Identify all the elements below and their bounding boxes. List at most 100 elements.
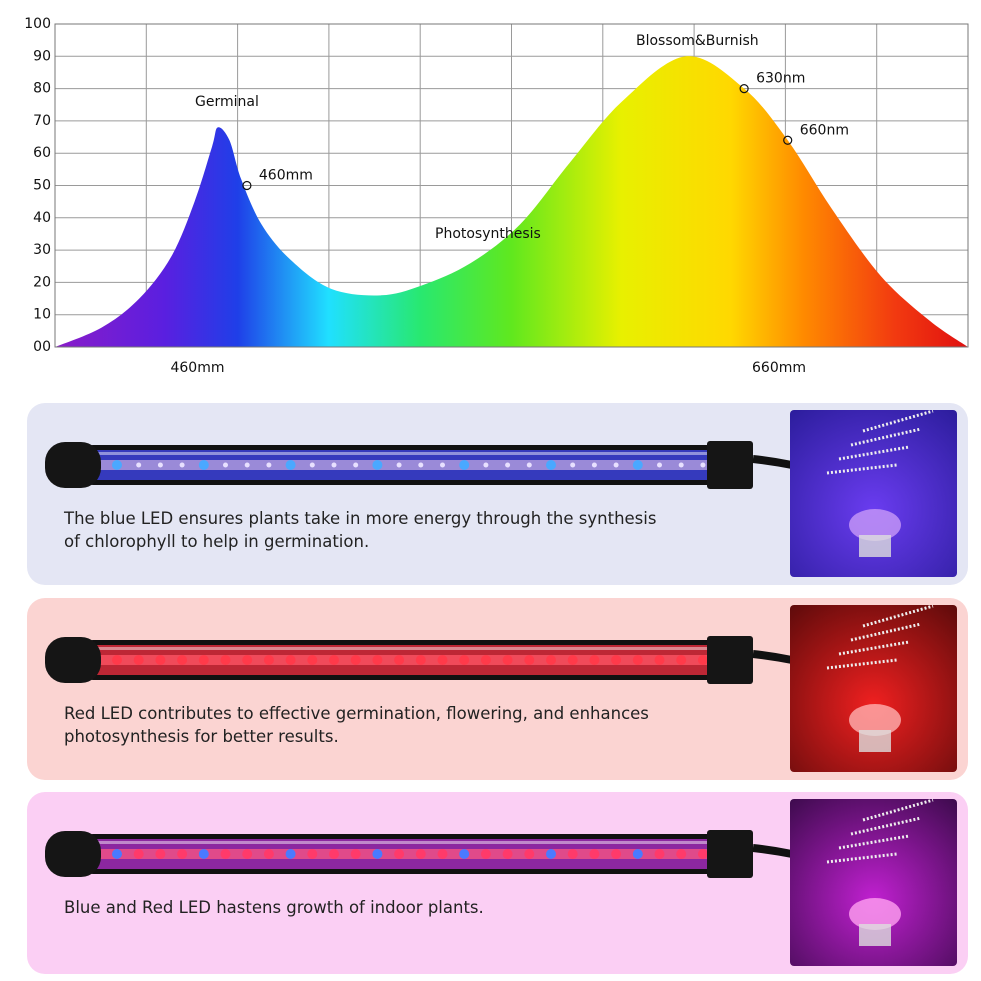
led <box>307 849 318 859</box>
led <box>418 462 424 468</box>
led <box>350 849 361 859</box>
photo-plant <box>849 898 901 930</box>
led <box>372 655 383 665</box>
led <box>697 849 708 859</box>
led <box>242 849 253 859</box>
spectrum-chart: 00 10 20 30 40 50 60 70 80 90 100 460mm 660mm 460mm 63… <box>24 16 969 376</box>
blue-panel: The blue LED ensures plants take in more… <box>27 403 968 585</box>
gooseneck <box>752 455 793 469</box>
led <box>570 462 576 468</box>
photo-plant <box>849 704 901 736</box>
led <box>546 849 556 859</box>
led <box>223 462 228 468</box>
led <box>220 655 231 665</box>
led <box>263 655 274 665</box>
led <box>220 849 231 859</box>
photo-pot <box>859 730 891 752</box>
led <box>437 849 448 859</box>
x-tick-label: 460mm <box>170 360 224 376</box>
led <box>524 849 535 859</box>
led <box>157 462 163 468</box>
led <box>589 849 600 859</box>
led <box>415 849 426 859</box>
led <box>678 462 684 468</box>
y-tick-label: 00 <box>33 339 51 355</box>
y-tick-label: 70 <box>33 113 51 129</box>
led <box>136 462 142 468</box>
red-panel: Red LED contributes to effective germina… <box>27 598 968 780</box>
led <box>396 462 402 468</box>
led <box>112 655 122 665</box>
led <box>198 849 209 859</box>
led <box>459 655 470 665</box>
led <box>526 462 532 468</box>
led <box>415 655 426 665</box>
y-tick-label: 60 <box>33 145 51 161</box>
y-tick-label: 100 <box>24 16 51 32</box>
led <box>632 655 643 665</box>
led <box>285 655 296 665</box>
led <box>700 462 706 468</box>
panel-art <box>45 604 957 772</box>
end-cap-left <box>45 831 101 877</box>
led <box>657 462 662 468</box>
led <box>524 655 535 665</box>
led <box>459 460 470 470</box>
led <box>676 655 687 665</box>
annotation: Photosynthesis <box>435 226 541 242</box>
led <box>155 849 166 859</box>
led <box>546 460 556 470</box>
marker-label: 660nm <box>800 122 849 138</box>
annotation: Blossom&Burnish <box>636 33 759 49</box>
product-photo <box>790 799 957 966</box>
mixed-panel: Blue and Red LED hastens growth of indoo… <box>27 792 968 974</box>
end-cap-right <box>707 441 753 489</box>
led <box>483 462 489 468</box>
product-photo <box>790 410 957 577</box>
led <box>611 849 622 859</box>
photo-pot <box>859 535 891 557</box>
led <box>611 655 622 665</box>
led <box>198 655 209 665</box>
led <box>505 462 511 468</box>
product-photo <box>790 605 957 772</box>
led <box>480 849 491 859</box>
led <box>177 655 188 665</box>
end-cap-left <box>45 637 101 683</box>
led <box>589 655 600 665</box>
gooseneck <box>752 844 793 858</box>
led <box>632 460 643 470</box>
led <box>285 849 296 859</box>
y-tick-label: 50 <box>33 178 51 194</box>
led <box>567 655 578 665</box>
photo-light-bar <box>862 798 934 822</box>
led <box>155 655 166 665</box>
led <box>676 849 687 859</box>
y-tick-label: 40 <box>33 210 51 226</box>
marker <box>739 83 749 94</box>
panel-text: The blue LED ensures plants take in more… <box>64 509 657 551</box>
marker-label: 460mm <box>259 168 313 184</box>
led <box>567 849 578 859</box>
led-highlight <box>97 647 707 650</box>
led <box>263 849 274 859</box>
led <box>112 460 122 470</box>
end-cap-right <box>707 830 753 878</box>
y-tick-label: 90 <box>33 48 51 64</box>
marker-label: 630nm <box>756 71 805 87</box>
led <box>591 462 597 468</box>
led <box>480 655 491 665</box>
y-tick-label: 10 <box>33 307 51 323</box>
led <box>459 849 470 859</box>
led <box>546 655 556 665</box>
panel-text: Red LED contributes to effective germina… <box>64 704 649 746</box>
y-tick-label: 80 <box>33 81 51 97</box>
y-tick-label: 20 <box>33 274 51 290</box>
photo-pot <box>859 924 891 946</box>
led <box>440 462 445 468</box>
led-highlight <box>97 452 707 455</box>
led <box>307 655 318 665</box>
led <box>502 655 513 665</box>
led <box>198 460 209 470</box>
led <box>654 849 665 859</box>
